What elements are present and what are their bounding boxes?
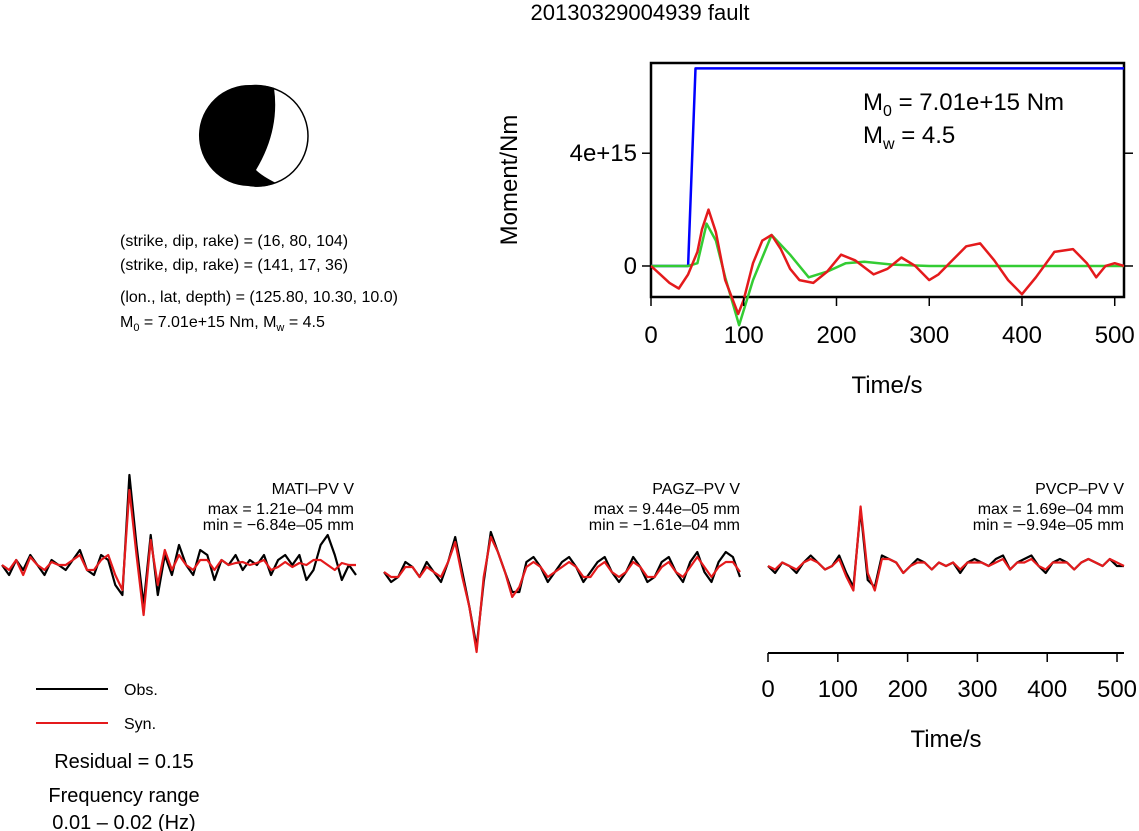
synthetic-waveform: [1, 488, 356, 617]
moment-x-tick-label: 500: [1095, 322, 1135, 349]
synthetic-waveform: [767, 505, 1125, 592]
moment-series-group: [650, 67, 1125, 327]
moment-plot-frame: [649, 61, 1126, 299]
station-name: PAGZ–PV V: [652, 481, 740, 498]
moment-y-axis: 0 4e+15: [570, 140, 1133, 280]
figure-title: 20130329004939 fault: [531, 0, 750, 25]
moment-mw-annotation: Mw = 4.5: [863, 122, 955, 153]
frequency-range-title: Frequency range: [48, 785, 199, 807]
legend-syn-label: Syn.: [124, 716, 156, 733]
legend: Obs. Syn. Residual = 0.15 Frequency rang…: [36, 682, 200, 831]
moment-x-tick-label: 0: [644, 322, 657, 349]
station-name: MATI–PV V: [272, 481, 355, 498]
observed-waveform: [383, 530, 742, 649]
moment-x-tick-label: 200: [816, 322, 856, 349]
waveform-x-tick-label: 300: [957, 676, 997, 703]
station-min: min = −9.94e–05 mm: [973, 517, 1124, 534]
moment-y-tick-label: 0: [624, 253, 637, 280]
moment-x-tick-label: 300: [909, 322, 949, 349]
legend-obs-label: Obs.: [124, 682, 158, 699]
waveform-x-tick-label: 200: [888, 676, 928, 703]
moment-x-tick-label: 100: [724, 322, 764, 349]
moment-x-tick-label: 400: [1002, 322, 1042, 349]
moment-x-axis-label: Time/s: [851, 372, 922, 399]
residual-text: Residual = 0.15: [54, 751, 194, 773]
moment-text: M0 = 7.01e+15 Nm, Mw = 4.5: [120, 314, 325, 334]
station-min: min = −6.84e–05 mm: [203, 517, 354, 534]
plane1-text: (strike, dip, rake) = (16, 80, 104): [120, 233, 348, 250]
station-max: max = 9.44e–05 mm: [594, 501, 740, 518]
moment-series-line-2: [651, 222, 1124, 327]
waveform-x-axis-label: Time/s: [910, 726, 981, 753]
station-max: max = 1.69e–04 mm: [978, 501, 1124, 518]
plane2-text: (strike, dip, rake) = (141, 17, 36): [120, 257, 348, 274]
moment-y-tick-label: 4e+15: [570, 140, 637, 167]
waveform-x-tick-label: 100: [818, 676, 858, 703]
moment-series-line-3: [650, 208, 1125, 316]
waveform-x-tick-label: 500: [1097, 676, 1137, 703]
beachball: [198, 84, 309, 187]
waveform-x-tick-label: 0: [761, 676, 774, 703]
location-text: (lon., lat, depth) = (125.80, 10.30, 10.…: [120, 289, 398, 306]
station-max: max = 1.21e–04 mm: [208, 501, 354, 518]
waveform-x-tick-label: 400: [1027, 676, 1067, 703]
station-min: min = −1.61e–04 mm: [589, 517, 740, 534]
moment-x-axis: 0 100 200 300 400 500: [644, 297, 1135, 349]
synthetic-waveform: [383, 535, 741, 654]
moment-plot: 0 100 200 300 400 500 0 4e+15 Time/s Moment/Nm…: [496, 61, 1135, 399]
moment-m0-annotation: M0 = 7.01e+15 Nm: [863, 89, 1064, 120]
beachball-compressional-quadrant: [198, 84, 276, 187]
observed-waveform: [1, 473, 357, 607]
station-name: PVCP–PV V: [1035, 481, 1124, 498]
frequency-range-value: 0.01 – 0.02 (Hz): [52, 812, 195, 831]
waveform-x-axis: 0 100 200 300 400 500: [761, 652, 1137, 703]
moment-y-axis-label: Moment/Nm: [496, 115, 523, 246]
